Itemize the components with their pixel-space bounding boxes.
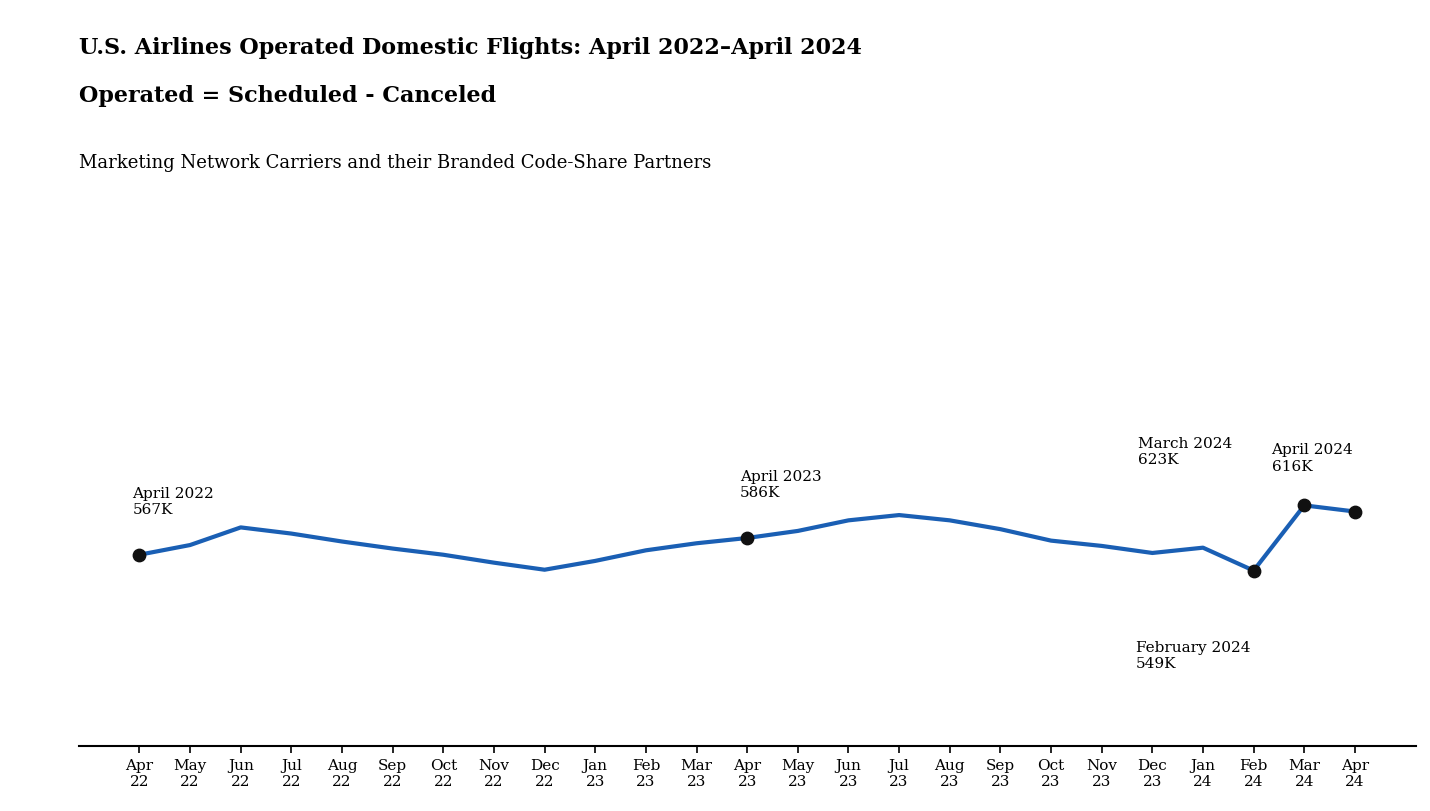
Point bbox=[1344, 505, 1367, 518]
Point bbox=[735, 532, 758, 545]
Point bbox=[1243, 564, 1266, 577]
Text: U.S. Airlines Operated Domestic Flights: April 2022–April 2024: U.S. Airlines Operated Domestic Flights:… bbox=[79, 36, 861, 58]
Point bbox=[129, 548, 152, 561]
Text: April 2023
586K: April 2023 586K bbox=[741, 470, 822, 500]
Text: March 2024
623K: March 2024 623K bbox=[1138, 437, 1231, 467]
Text: February 2024
549K: February 2024 549K bbox=[1135, 640, 1250, 671]
Text: April 2024
616K: April 2024 616K bbox=[1271, 443, 1353, 473]
Text: April 2022
567K: April 2022 567K bbox=[133, 486, 214, 517]
Point bbox=[1293, 500, 1316, 513]
Text: Marketing Network Carriers and their Branded Code-Share Partners: Marketing Network Carriers and their Bra… bbox=[79, 154, 711, 172]
Text: Operated = Scheduled - Canceled: Operated = Scheduled - Canceled bbox=[79, 85, 496, 107]
